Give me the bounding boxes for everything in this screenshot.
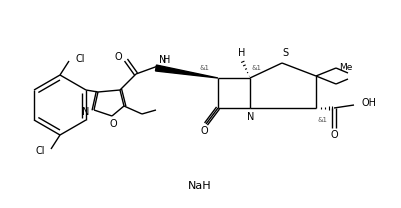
Text: O: O	[330, 130, 338, 140]
Text: Cl: Cl	[75, 54, 85, 64]
Text: O: O	[114, 52, 122, 62]
Text: O: O	[109, 119, 117, 129]
Text: N: N	[159, 55, 166, 65]
Text: Me: Me	[339, 62, 352, 72]
Text: &1: &1	[252, 65, 262, 71]
Text: S: S	[282, 48, 288, 58]
Text: OH: OH	[362, 98, 377, 108]
Text: H: H	[163, 55, 170, 65]
Text: NaH: NaH	[188, 181, 212, 191]
Text: Cl: Cl	[36, 146, 45, 156]
Text: H: H	[238, 48, 246, 58]
Text: N: N	[247, 112, 255, 122]
Text: O: O	[200, 126, 208, 136]
Text: &1: &1	[200, 65, 210, 71]
Text: &1: &1	[318, 117, 328, 123]
Text: N: N	[82, 107, 90, 117]
Polygon shape	[156, 65, 218, 78]
